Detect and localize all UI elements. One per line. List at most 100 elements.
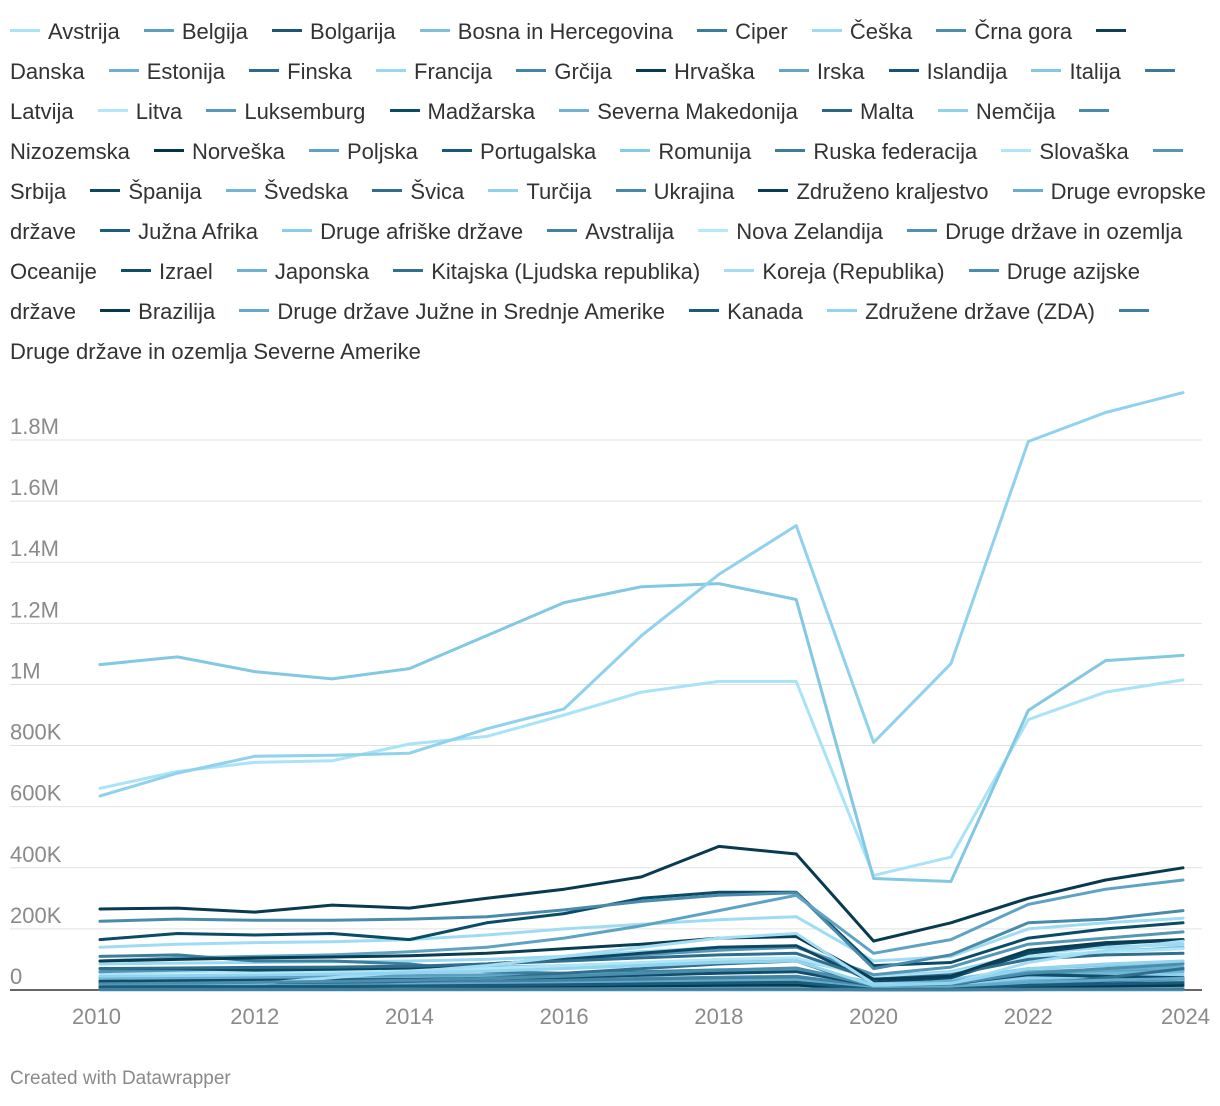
series-line [98, 959, 1185, 987]
legend-label: Druge države in ozemlja Severne Amerike [10, 339, 421, 364]
legend-item: Druge države Južne in Srednje Amerike [239, 299, 665, 324]
legend-item: Švica [372, 179, 464, 204]
legend-item: Hrvaška [636, 59, 755, 84]
legend-label: Latvija [10, 99, 74, 124]
legend-item: Latvija [10, 59, 1183, 124]
legend-label: Ukrajina [653, 179, 735, 204]
legend-item: Finska [249, 59, 352, 84]
legend-swatch [936, 28, 967, 32]
legend-swatch [827, 308, 858, 312]
legend-label: Japonska [274, 259, 370, 284]
legend-label: Kitajska (Ljudska republika) [431, 259, 701, 284]
legend-swatch [1079, 108, 1110, 112]
legend-item: Malta [821, 99, 914, 124]
legend-swatch [442, 148, 473, 152]
legend-item: Združeno kraljestvo [758, 179, 988, 204]
x-tick-label: 2014 [385, 1004, 434, 1029]
legend-swatch [937, 108, 968, 112]
legend-item: Brazilija [100, 299, 215, 324]
legend-item: Islandija [888, 59, 1007, 84]
legend-label: Avstrija [48, 19, 120, 44]
y-tick-label: 1M [10, 658, 41, 683]
series-line [98, 938, 1185, 984]
legend-swatch [236, 268, 267, 272]
legend-label: Litva [135, 99, 183, 124]
legend-swatch [272, 28, 303, 32]
legend-label: Izrael [158, 259, 213, 284]
legend-swatch [636, 68, 666, 72]
series-line [98, 878, 1185, 963]
legend-label: Hrvaška [674, 59, 755, 84]
legend-swatch [1152, 148, 1183, 152]
legend-label: Grčija [554, 59, 612, 84]
legend-item: Druge afriške države [282, 219, 523, 244]
legend-swatch [1012, 188, 1043, 192]
legend-item: Ruska federacija [775, 139, 977, 164]
legend-label: Južna Afrika [138, 219, 259, 244]
legend-item: Luksemburg [206, 99, 365, 124]
legend-swatch [120, 268, 151, 272]
legend-swatch [206, 108, 237, 112]
legend-label: Portugalska [480, 139, 597, 164]
legend-swatch [393, 268, 424, 272]
legend-swatch [389, 108, 420, 112]
legend-label: Bolgarija [310, 19, 396, 44]
legend-label: Ruska federacija [813, 139, 978, 164]
legend-swatch [1031, 68, 1062, 72]
legend-label: Norveška [191, 139, 285, 164]
legend-swatch [689, 308, 720, 312]
legend-item: Združene države (ZDA) [827, 299, 1095, 324]
legend-label: Druge države in ozemlja Oceanije [10, 219, 1183, 284]
legend-swatch [419, 28, 450, 32]
y-axis-labels: 0 200K 400K 600K 800K 1M 1.2M 1.4M 1.6M 1.8M [10, 414, 62, 989]
legend-swatch [821, 108, 852, 112]
y-tick-label: 800K [10, 720, 62, 745]
legend-item: Poljska [308, 139, 418, 164]
legend-item: Danska [10, 19, 1134, 84]
x-axis-labels: 2010 2012 2014 2016 2018 2020 2022 2024 [72, 1004, 1210, 1029]
legend-label: Združene države (ZDA) [865, 299, 1095, 324]
datawrapper-credit: Created with Datawrapper [10, 1068, 231, 1089]
y-tick-label: 1.6M [10, 475, 59, 500]
legend-label: Brazilija [138, 299, 216, 324]
legend-swatch [308, 148, 339, 152]
legend-item: Severna Makedonija [559, 99, 798, 124]
legend-label: Turčija [526, 179, 592, 204]
y-tick-label: 1.8M [10, 414, 59, 439]
legend-swatch [10, 28, 40, 32]
legend-label: Švedska [263, 179, 349, 204]
legend-label: Severna Makedonija [597, 99, 798, 124]
legend-swatch [143, 28, 174, 32]
legend-item: Avstralija [547, 219, 674, 244]
legend-label: Druge evropske države [10, 179, 1206, 244]
series-line [98, 391, 1185, 798]
legend-item: Črna gora [936, 19, 1072, 44]
legend-item: Južna Afrika [100, 219, 258, 244]
legend-label: Španija [128, 179, 202, 204]
legend-item: Turčija [488, 179, 592, 204]
legend-label: Češka [849, 19, 913, 44]
legend-swatch [811, 28, 842, 32]
legend-label: Nemčija [975, 99, 1056, 124]
legend-label: Madžarska [427, 99, 536, 124]
legend-swatch [615, 188, 646, 192]
y-tick-label: 1.4M [10, 536, 59, 561]
series-lines [98, 391, 1185, 992]
series-line [98, 844, 1185, 943]
legend-item: Romunija [620, 139, 751, 164]
legend-swatch [239, 308, 270, 312]
series-line [98, 962, 1185, 987]
legend-item: Druge države in ozemlja Oceanije [10, 219, 1182, 284]
legend-item: Češka [811, 19, 913, 44]
legend-item: Ciper [697, 19, 788, 44]
legend-item: Srbija [10, 139, 1191, 204]
legend-label: Francija [414, 59, 493, 84]
legend-item: Izrael [120, 259, 213, 284]
legend-label: Romunija [658, 139, 752, 164]
legend-label: Finska [287, 59, 352, 84]
legend-item: Madžarska [389, 99, 536, 124]
legend-label: Poljska [346, 139, 418, 164]
legend-swatch [97, 108, 128, 112]
legend-item: Italija [1031, 59, 1121, 84]
legend-item: Ukrajina [615, 179, 735, 204]
